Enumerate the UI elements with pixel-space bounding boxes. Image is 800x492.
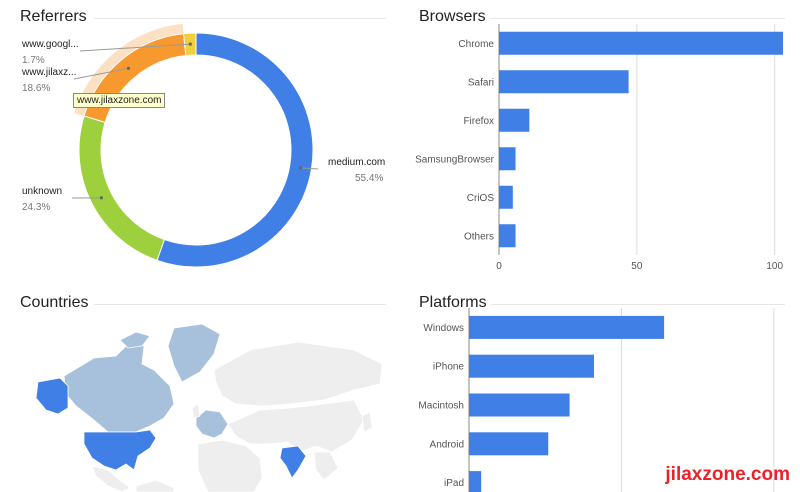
countries-panel: Countries [20,294,390,492]
browsers-panel: Browsers [419,8,789,278]
map-europe [195,409,229,439]
map-uk [191,403,201,419]
platforms-title-rule [491,304,785,305]
map-japan [361,411,373,433]
countries-title-rule [94,304,386,305]
pie-tooltip: www.jilaxzone.com [73,93,166,108]
referrers-title: Referrers [20,8,87,25]
map-alaska [35,377,69,415]
map-united-states [83,429,157,471]
platforms-title: Platforms [419,294,487,311]
referrers-panel: Referrers [20,8,390,278]
countries-title: Countries [20,294,89,311]
map-asia [227,399,365,453]
map-india [279,445,307,479]
map-arctic-islands [119,331,151,349]
browsers-title-rule [491,18,785,19]
referrers-title-rule [94,18,386,19]
map-south-america [135,479,175,492]
watermark: jilaxzone.com [665,464,790,485]
map-greenland [167,323,221,383]
platforms-panel: Platforms [419,294,789,492]
map-canada [63,343,175,433]
countries-world-map [24,320,388,492]
map-africa [197,439,263,492]
map-russia [213,341,383,407]
browsers-title: Browsers [419,8,486,25]
map-se-asia [313,451,339,481]
map-mexico [91,465,131,492]
